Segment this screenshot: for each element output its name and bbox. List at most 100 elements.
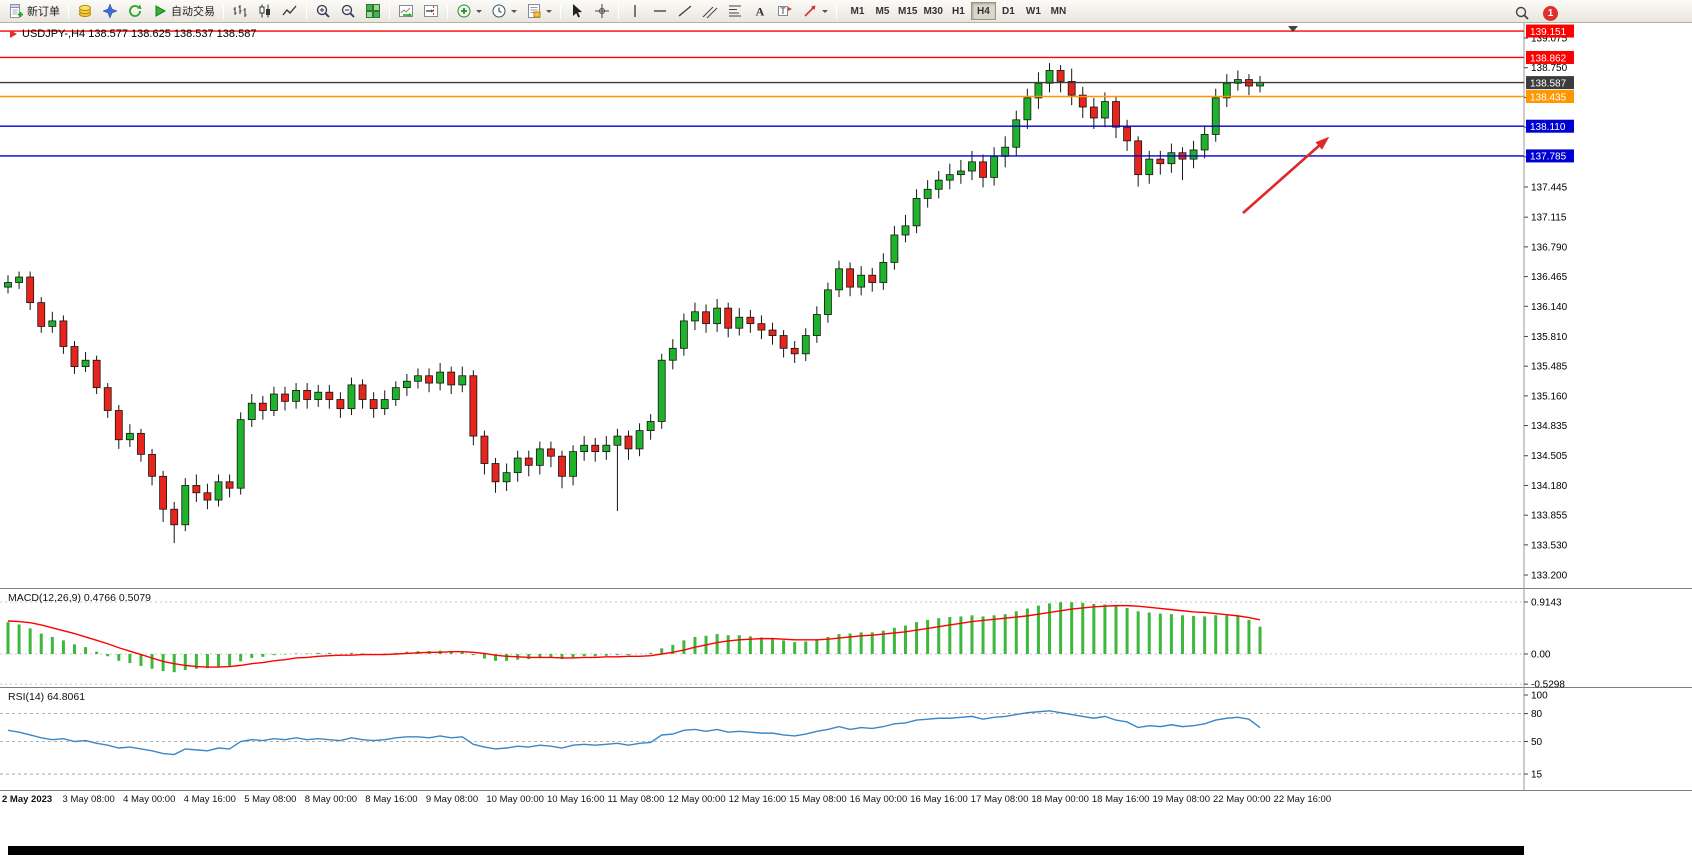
zoom-out-button[interactable] — [336, 1, 360, 21]
timeframe-m5-button[interactable]: M5 — [870, 2, 895, 20]
svg-text:135.160: 135.160 — [1531, 391, 1568, 402]
zoom-in-icon — [316, 4, 330, 18]
svg-text:135.810: 135.810 — [1531, 332, 1568, 343]
notifications-badge[interactable]: 1 — [1543, 5, 1558, 21]
arrowhead — [1315, 136, 1330, 150]
terminal-button[interactable] — [123, 1, 147, 21]
fibonacci-icon — [729, 5, 741, 17]
bar-chart-icon — [233, 5, 247, 17]
coins-icon — [79, 4, 91, 18]
time-label: 17 May 08:00 — [970, 794, 1029, 805]
candlestick-chart-button[interactable] — [253, 1, 277, 21]
bar-chart-button[interactable] — [228, 1, 252, 21]
macd-chart-area[interactable]: 0.9143 0.00 -0.5298 — [0, 589, 1692, 688]
timeframe-mn-button[interactable]: MN — [1046, 2, 1071, 20]
periods-button[interactable] — [487, 1, 521, 21]
horizontal-line-button[interactable] — [648, 1, 672, 21]
tile-windows-icon — [366, 4, 380, 18]
shift-marker-icon[interactable] — [1288, 26, 1298, 32]
autotrading-button[interactable]: 自动交易 — [148, 1, 219, 21]
svg-text:136.465: 136.465 — [1531, 272, 1568, 283]
crosshair-button[interactable] — [590, 1, 614, 21]
timeframe-m30-button[interactable]: M30 — [920, 2, 945, 20]
time-label: 8 May 00:00 — [304, 794, 358, 805]
timeframe-m1-button[interactable]: M1 — [845, 2, 870, 20]
time-label: 3 May 08:00 — [62, 794, 115, 805]
chevron-down-icon — [511, 10, 517, 16]
svg-text:137.785: 137.785 — [1530, 152, 1567, 163]
svg-text:15: 15 — [1531, 770, 1543, 781]
time-label: 12 May 16:00 — [728, 794, 787, 805]
svg-text:137.445: 137.445 — [1531, 182, 1568, 193]
tile-windows-button[interactable] — [361, 1, 385, 21]
svg-text:133.200: 133.200 — [1531, 571, 1568, 582]
templates-button[interactable] — [522, 1, 556, 21]
new-order-button[interactable]: 新订单 — [4, 1, 64, 21]
indicators-button[interactable] — [452, 1, 486, 21]
fibonacci-button[interactable] — [723, 1, 747, 21]
chevron-down-icon — [822, 10, 828, 16]
autotrading-label: 自动交易 — [171, 6, 215, 18]
toolbar-separator — [560, 3, 561, 19]
svg-text:A: A — [756, 5, 765, 19]
channel-button[interactable] — [698, 1, 722, 21]
macd-label: MACD(12,26,9) 0.4766 0.5079 — [8, 592, 152, 604]
timeframe-w1-button[interactable]: W1 — [1021, 2, 1046, 20]
text-icon: A — [756, 5, 765, 19]
navigator-button[interactable] — [98, 1, 122, 21]
timeframe-d1-button[interactable]: D1 — [996, 2, 1021, 20]
text-label-button[interactable]: T — [773, 1, 797, 21]
vertical-line-button[interactable] — [623, 1, 647, 21]
time-label: 18 May 00:00 — [1031, 794, 1089, 805]
main-chart-panel: 139.075138.750138.425138.100137.775137.4… — [0, 23, 1692, 589]
timeframe-m15-button[interactable]: M15 — [895, 2, 920, 20]
trendline-button[interactable] — [673, 1, 697, 21]
rsi-chart-area[interactable]: 100 80 50 15 — [0, 688, 1692, 791]
svg-text:100: 100 — [1531, 691, 1548, 702]
horizontal-scrollbar[interactable] — [8, 846, 1524, 855]
svg-text:138.862: 138.862 — [1530, 53, 1567, 64]
compass-icon — [102, 3, 118, 19]
search-button[interactable] — [1510, 3, 1534, 23]
new-order-icon — [10, 4, 23, 18]
chevron-down-icon — [476, 10, 482, 16]
svg-text:138.435: 138.435 — [1530, 92, 1567, 103]
chart-title: USDJPY-,H4 138.577 138.625 138.537 138.5… — [10, 28, 256, 40]
time-label: 18 May 16:00 — [1091, 794, 1150, 805]
toolbar-separator — [223, 3, 224, 19]
svg-text:134.505: 134.505 — [1531, 451, 1568, 462]
auto-scroll-button[interactable] — [394, 1, 418, 21]
toolbar-separator — [68, 3, 69, 19]
time-label: 9 May 08:00 — [425, 794, 479, 805]
time-label: 8 May 16:00 — [365, 794, 418, 805]
time-label: 4 May 00:00 — [123, 794, 176, 805]
svg-text:138.110: 138.110 — [1530, 122, 1566, 133]
toolbar-right-group: 1 — [1510, 3, 1558, 23]
rsi-label: RSI(14) 64.8061 — [8, 691, 86, 703]
refresh-icon — [129, 4, 142, 17]
chevron-down-icon — [546, 10, 552, 16]
channel-icon — [702, 6, 718, 19]
timeframe-group: M1 M5 M15 M30 H1 H4 D1 W1 MN — [845, 2, 1071, 20]
arrows-tool-button[interactable] — [798, 1, 832, 21]
line-chart-button[interactable] — [278, 1, 302, 21]
time-label: 10 May 16:00 — [546, 794, 605, 805]
price-level-badge — [1526, 50, 1574, 64]
chart-shift-button[interactable] — [419, 1, 443, 21]
svg-text:139.151: 139.151 — [1530, 27, 1567, 38]
time-label: 22 May 16:00 — [1273, 794, 1332, 805]
candlestick-chart-area[interactable]: 139.075138.750138.425138.100137.775137.4… — [0, 23, 1692, 589]
text-button[interactable]: A — [748, 1, 772, 21]
arrow-annotation[interactable] — [1242, 143, 1322, 214]
time-axis[interactable]: 2 May 2023 3 May 08:00 4 May 00:00 4 May 16… — [0, 791, 1692, 811]
svg-text:0.00: 0.00 — [1531, 650, 1551, 661]
toolbar-separator — [447, 3, 448, 19]
svg-text:134.835: 134.835 — [1531, 421, 1568, 432]
market-watch-button[interactable] — [73, 1, 97, 21]
zoom-in-button[interactable] — [311, 1, 335, 21]
timeframe-h4-button[interactable]: H4 — [970, 2, 996, 20]
cursor-button[interactable] — [565, 1, 589, 21]
timeframe-h1-button[interactable]: H1 — [946, 2, 971, 20]
time-label: 16 May 00:00 — [849, 794, 908, 805]
price-level-badge — [1526, 24, 1574, 38]
